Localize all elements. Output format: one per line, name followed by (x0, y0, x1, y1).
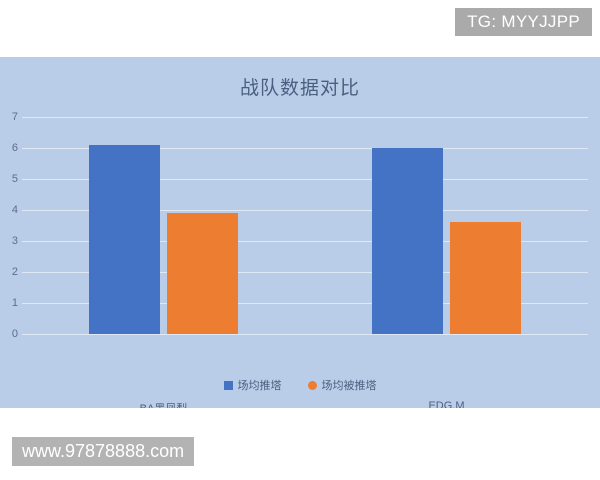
legend-item[interactable]: 场均推塔 (223, 377, 282, 393)
source-tag: TG: MYYJJPP (455, 8, 592, 36)
y-axis-tick-label: 0 (11, 328, 18, 340)
chart-panel: 战队数据对比 0 1 2 3 4 5 6 7 BA黑凤梨 EDG.M 场均推塔 场均被推塔 (0, 57, 600, 408)
y-axis-tick-label: 1 (11, 297, 18, 309)
y-axis-tick-label: 2 (11, 266, 18, 278)
category-label: EDG.M (428, 400, 465, 408)
legend-label: 场均推塔 (237, 380, 282, 392)
legend-swatch-icon (223, 380, 233, 390)
chart-legend: 场均推塔 场均被推塔 (0, 377, 600, 393)
chart-title: 战队数据对比 (239, 78, 360, 99)
y-axis-tick-label: 4 (11, 204, 18, 216)
gridline (22, 210, 588, 211)
category-label: BA黑凤梨 (140, 400, 188, 408)
legend-item[interactable]: 场均被推塔 (307, 377, 377, 393)
y-axis-tick-label: 3 (11, 235, 18, 247)
gridline (22, 179, 588, 180)
gridline (22, 117, 588, 118)
plot-area: 0 1 2 3 4 5 6 7 BA黑凤梨 EDG.M (12, 111, 588, 408)
legend-label: 场均被推塔 (321, 380, 377, 392)
gridline (22, 272, 588, 273)
legend-swatch-icon (307, 380, 317, 390)
bar-场均推塔-EDG.M (372, 148, 443, 334)
site-watermark: www.97878888.com (12, 437, 195, 466)
y-axis-tick-label: 5 (11, 173, 18, 185)
y-axis-tick-label: 7 (11, 111, 18, 123)
gridline (22, 148, 588, 149)
bar-场均被推塔-EDG.M (450, 222, 521, 334)
gridline (22, 334, 588, 335)
gridline (22, 303, 588, 304)
gridline (22, 241, 588, 242)
bar-场均被推塔-BA黑凤梨 (167, 213, 238, 334)
bar-场均推塔-BA黑凤梨 (89, 144, 160, 334)
y-axis-tick-label: 6 (11, 142, 18, 154)
